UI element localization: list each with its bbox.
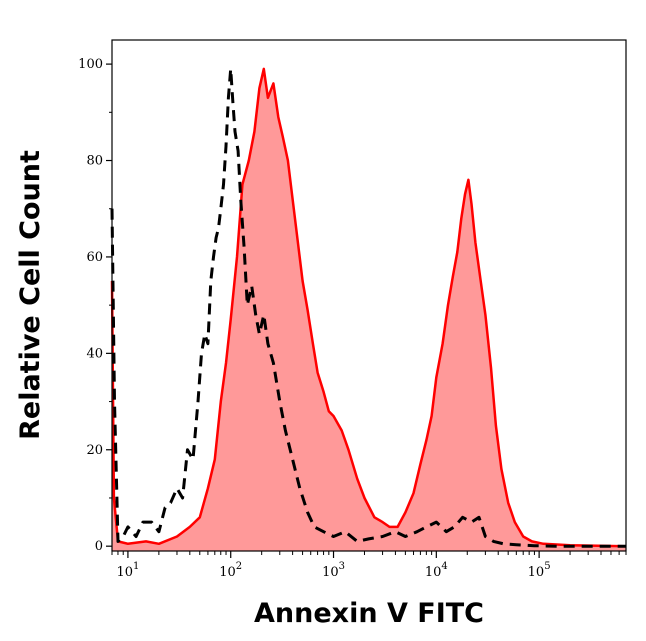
x-tick-label: 105 [528, 561, 551, 580]
series-dashed-line [110, 67, 626, 548]
plot-frame [111, 39, 627, 552]
y-tick-label: 100 [78, 57, 103, 72]
y-tick-label: 60 [86, 250, 103, 265]
y-tick-label: 80 [86, 154, 103, 169]
y-axis-title: Relative Cell Count [15, 150, 46, 440]
series-layer [110, 67, 627, 552]
y-axis: 0 20 40 60 80 100 [78, 57, 112, 554]
x-tick-label: 103 [322, 561, 345, 580]
series-fill-area [112, 68, 626, 552]
y-tick-label: 0 [95, 539, 103, 554]
y-tick-label: 40 [86, 346, 103, 361]
x-axis: 101 102 103 104 105 [111, 551, 627, 580]
x-tick-label: 104 [425, 561, 448, 580]
x-axis-title: Annexin V FITC [254, 598, 484, 629]
x-tick-label: 102 [219, 561, 242, 580]
x-tick-label: 101 [116, 561, 139, 580]
series-outline-line [110, 67, 627, 548]
y-tick-label: 20 [86, 443, 103, 458]
